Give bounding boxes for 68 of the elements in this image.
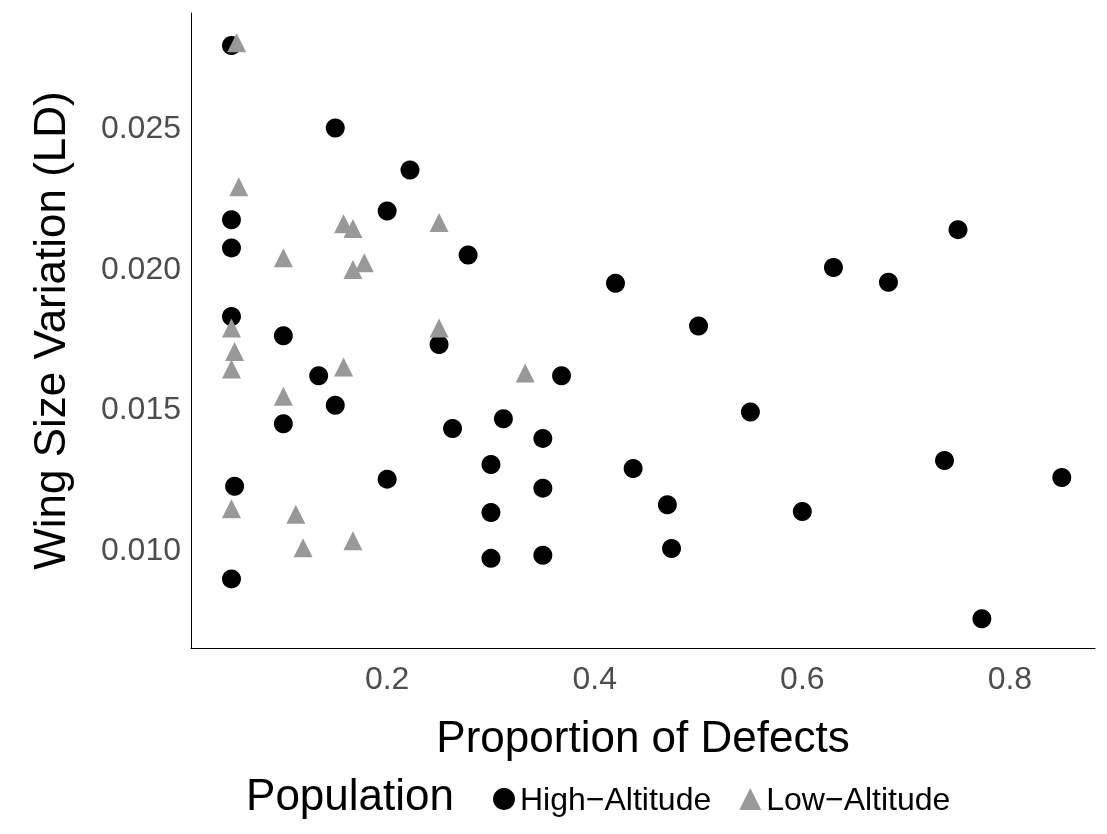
point: [623, 458, 643, 478]
point: [273, 326, 293, 346]
point: [400, 160, 420, 180]
point: [429, 335, 449, 355]
point: [429, 213, 449, 233]
point: [606, 273, 625, 293]
x-tick-label: 0.2: [364, 660, 410, 696]
point: [377, 469, 397, 489]
point: [429, 318, 449, 338]
point: [481, 455, 501, 475]
point: [325, 118, 345, 138]
legend-label: High−Altitude: [520, 781, 712, 817]
point: [533, 478, 553, 498]
point: [354, 253, 374, 273]
point: [533, 545, 553, 565]
y-tick-label: 0.025: [100, 109, 181, 146]
point: [343, 531, 363, 551]
point: [286, 504, 306, 524]
point: [493, 409, 513, 429]
point: [273, 414, 293, 434]
point: [343, 260, 363, 280]
point: [443, 419, 463, 439]
y-tick-label: 0.010: [100, 530, 181, 567]
point: [1052, 467, 1072, 487]
point: [225, 476, 245, 496]
point: [273, 248, 293, 268]
point: [552, 366, 572, 386]
point: [222, 306, 241, 326]
point: [273, 386, 293, 406]
legend-title: Population: [246, 769, 455, 819]
point: [935, 451, 955, 471]
point: [689, 316, 709, 336]
point: [972, 609, 992, 629]
point: [227, 33, 247, 53]
point: [481, 548, 501, 568]
point: [792, 501, 812, 521]
y-axis-title: Wing Size Variation (LD): [24, 91, 74, 570]
y-tick-label: 0.015: [100, 390, 181, 427]
point: [515, 363, 535, 383]
point: [458, 245, 478, 265]
point: [948, 220, 968, 240]
point: [221, 359, 241, 379]
point: [221, 499, 241, 519]
point: [343, 219, 363, 239]
point: [222, 238, 241, 258]
point: [377, 201, 397, 221]
legend-label: Low−Altitude: [766, 781, 951, 817]
point: [221, 318, 241, 338]
point: [481, 503, 501, 523]
y-tick-label: 0.020: [100, 249, 181, 286]
point: [222, 210, 241, 230]
point: [740, 402, 760, 422]
point: [657, 495, 677, 515]
point: [325, 395, 345, 415]
x-tick-label: 0.4: [572, 660, 617, 696]
point: [662, 539, 682, 559]
point: [309, 366, 329, 386]
point: [293, 538, 313, 558]
point: [334, 357, 354, 377]
point: [533, 428, 553, 448]
point: [878, 272, 898, 292]
point: [229, 177, 249, 197]
point: [823, 258, 843, 278]
point: [225, 342, 245, 362]
x-tick-label: 0.8: [987, 660, 1033, 696]
x-tick-label: 0.6: [780, 660, 825, 696]
point: [222, 569, 241, 589]
x-axis-title: Proportion of Defects: [436, 711, 850, 761]
